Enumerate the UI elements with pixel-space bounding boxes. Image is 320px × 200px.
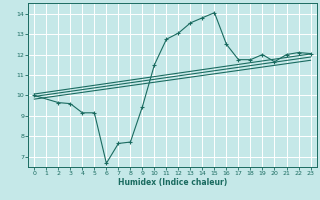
X-axis label: Humidex (Indice chaleur): Humidex (Indice chaleur)	[118, 178, 227, 187]
